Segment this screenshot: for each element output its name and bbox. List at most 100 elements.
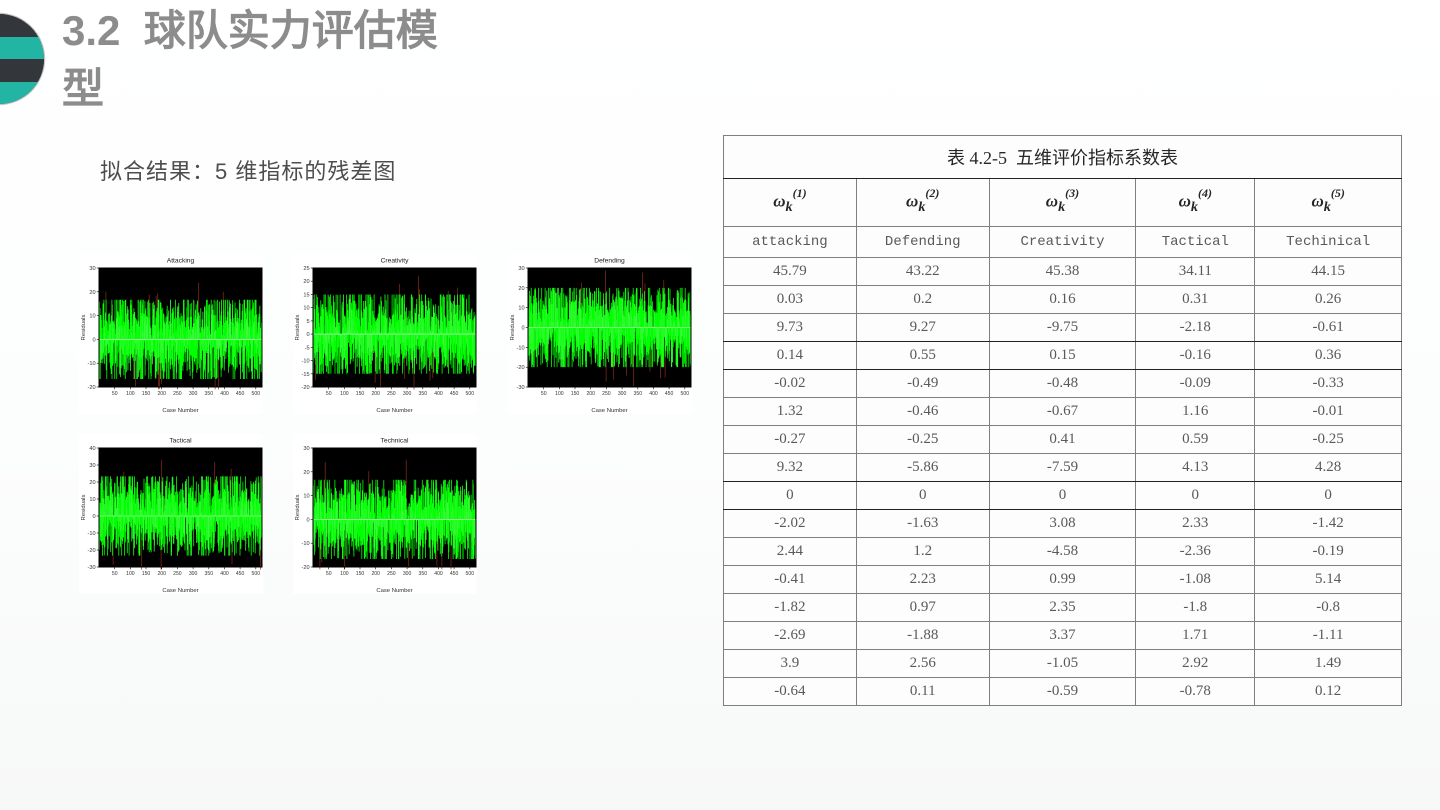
svg-text:100: 100	[126, 571, 135, 577]
svg-text:300: 300	[189, 571, 198, 577]
svg-text:350: 350	[205, 571, 214, 577]
svg-text:450: 450	[236, 391, 245, 397]
svg-text:50: 50	[326, 391, 332, 397]
svg-text:0: 0	[306, 517, 309, 523]
svg-text:20: 20	[303, 470, 309, 476]
svg-text:Residuals: Residuals	[81, 315, 87, 341]
svg-text:150: 150	[356, 571, 365, 577]
svg-text:Case Number: Case Number	[591, 408, 627, 414]
svg-text:20: 20	[303, 279, 309, 285]
svg-text:10: 10	[303, 306, 309, 312]
svg-text:100: 100	[340, 391, 349, 397]
svg-text:150: 150	[142, 391, 151, 397]
svg-text:50: 50	[541, 391, 547, 397]
svg-text:250: 250	[173, 571, 182, 577]
svg-text:500: 500	[252, 391, 261, 397]
svg-text:-20: -20	[88, 385, 96, 391]
svg-text:400: 400	[220, 391, 229, 397]
svg-text:Residuals: Residuals	[81, 495, 87, 521]
svg-text:5: 5	[306, 319, 309, 325]
svg-text:-30: -30	[517, 385, 525, 391]
svg-text:40: 40	[89, 446, 95, 452]
svg-text:450: 450	[450, 571, 459, 577]
svg-text:150: 150	[356, 391, 365, 397]
svg-text:250: 250	[387, 571, 396, 577]
svg-text:450: 450	[450, 391, 459, 397]
svg-text:Residuals: Residuals	[510, 315, 516, 341]
svg-text:10: 10	[518, 306, 524, 312]
svg-text:-10: -10	[302, 541, 310, 547]
svg-text:0: 0	[92, 514, 95, 520]
svg-text:350: 350	[634, 391, 643, 397]
svg-text:0: 0	[92, 337, 95, 343]
svg-text:Case Number: Case Number	[376, 408, 412, 414]
svg-text:50: 50	[326, 571, 332, 577]
svg-text:100: 100	[340, 571, 349, 577]
svg-text:Defending: Defending	[594, 258, 625, 265]
svg-text:500: 500	[466, 571, 475, 577]
svg-text:150: 150	[571, 391, 580, 397]
svg-text:-20: -20	[88, 548, 96, 554]
svg-text:250: 250	[173, 391, 182, 397]
svg-text:300: 300	[189, 391, 198, 397]
svg-text:450: 450	[665, 391, 674, 397]
svg-text:400: 400	[649, 391, 658, 397]
svg-text:Residuals: Residuals	[295, 495, 301, 521]
svg-text:15: 15	[303, 292, 309, 298]
svg-text:Tactical: Tactical	[169, 438, 192, 445]
svg-text:-10: -10	[302, 359, 310, 365]
svg-text:200: 200	[371, 571, 380, 577]
svg-text:10: 10	[303, 494, 309, 500]
svg-text:Case Number: Case Number	[376, 588, 412, 594]
svg-text:50: 50	[112, 391, 118, 397]
svg-text:Case Number: Case Number	[162, 588, 198, 594]
svg-text:-20: -20	[517, 365, 525, 371]
svg-text:200: 200	[157, 391, 166, 397]
svg-text:-15: -15	[302, 372, 310, 378]
svg-text:-10: -10	[88, 361, 96, 367]
svg-text:200: 200	[157, 571, 166, 577]
svg-text:350: 350	[419, 571, 428, 577]
svg-text:300: 300	[618, 391, 627, 397]
svg-text:450: 450	[236, 571, 245, 577]
svg-text:350: 350	[419, 391, 428, 397]
svg-text:200: 200	[586, 391, 595, 397]
svg-text:100: 100	[555, 391, 564, 397]
svg-text:30: 30	[518, 266, 524, 272]
svg-text:0: 0	[521, 326, 524, 332]
svg-text:400: 400	[434, 571, 443, 577]
svg-text:-20: -20	[302, 385, 310, 391]
svg-text:100: 100	[126, 391, 135, 397]
svg-text:-10: -10	[88, 531, 96, 537]
svg-text:150: 150	[142, 571, 151, 577]
svg-text:350: 350	[205, 391, 214, 397]
svg-text:300: 300	[403, 391, 412, 397]
svg-text:250: 250	[387, 391, 396, 397]
svg-text:30: 30	[89, 463, 95, 469]
svg-text:300: 300	[403, 571, 412, 577]
svg-text:Case Number: Case Number	[162, 408, 198, 414]
svg-text:10: 10	[89, 497, 95, 503]
svg-text:250: 250	[602, 391, 611, 397]
svg-text:50: 50	[112, 571, 118, 577]
svg-text:Attacking: Attacking	[167, 258, 195, 265]
svg-text:-10: -10	[517, 345, 525, 351]
svg-text:-5: -5	[305, 345, 310, 351]
svg-text:400: 400	[220, 571, 229, 577]
svg-text:30: 30	[303, 446, 309, 452]
svg-text:Residuals: Residuals	[295, 315, 301, 341]
svg-text:20: 20	[89, 480, 95, 486]
svg-text:10: 10	[89, 314, 95, 320]
svg-text:20: 20	[518, 286, 524, 292]
svg-text:-20: -20	[302, 565, 310, 571]
svg-text:25: 25	[303, 266, 309, 272]
svg-text:Creativity: Creativity	[381, 258, 410, 265]
svg-text:0: 0	[306, 332, 309, 338]
svg-text:500: 500	[466, 391, 475, 397]
svg-text:500: 500	[252, 571, 261, 577]
svg-text:20: 20	[89, 290, 95, 296]
svg-text:500: 500	[681, 391, 690, 397]
svg-text:400: 400	[434, 391, 443, 397]
svg-text:-30: -30	[88, 565, 96, 571]
svg-text:200: 200	[371, 391, 380, 397]
